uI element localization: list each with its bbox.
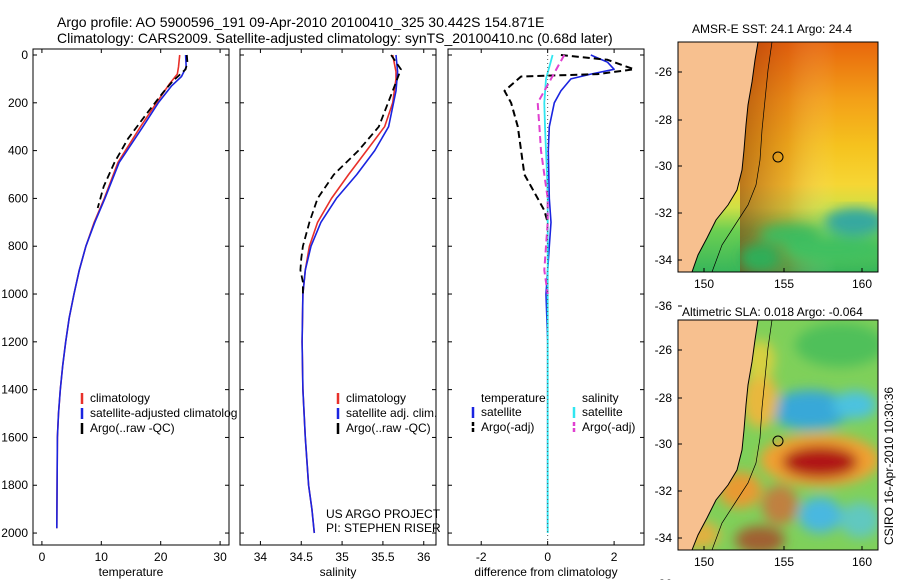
difference-panel-frame (447, 48, 645, 546)
legend-label: climatology (90, 391, 150, 405)
sst-map-frame (677, 41, 879, 273)
x-tick-label: 2 (611, 550, 618, 564)
x-tick-label: 0 (39, 550, 46, 564)
map-lat-label: -26 (655, 343, 673, 357)
legend-label: satellite-adjusted climatolog (90, 406, 237, 420)
legend-label: satellite (481, 405, 522, 419)
x-tick-label: 20 (154, 550, 168, 564)
series-line-argo (96, 54, 189, 209)
legend-label: Argo(-adj) (481, 420, 534, 434)
x-tick-label: 34 (254, 550, 268, 564)
sst-map-title: AMSR-E SST: 24.1 Argo: 24.4 (692, 22, 852, 36)
series-line-sal_satellite (543, 54, 554, 533)
depth-tick-label: 1000 (1, 287, 28, 301)
coastline-2 (691, 320, 759, 550)
map-lon-label: 155 (774, 555, 794, 569)
series-line-climatology (301, 54, 397, 534)
sla-map-title: Altimetric SLA: 0.018 Argo: -0.064 (682, 305, 863, 319)
series-line-argo (299, 54, 402, 294)
series-line-satellite (545, 54, 615, 529)
sla-map: Altimetric SLA: 0.018 Argo: -0.064 (655, 305, 879, 585)
map-lon-label: 150 (694, 277, 714, 291)
australia-landmass (678, 42, 758, 272)
header-line-2: Climatology: CARS2009. Satellite-adjuste… (57, 30, 613, 46)
map-lon-label: 155 (774, 277, 794, 291)
series-line-satellite (301, 54, 399, 534)
legend-title-salinity: salinity (582, 391, 619, 405)
legend-label: Argo(..raw -QC) (346, 421, 431, 435)
temperature-panel-frame (32, 48, 230, 546)
pi-note: PI: STEPHEN RISER (326, 521, 441, 535)
depth-tick-label: 400 (8, 144, 28, 158)
legend-label: climatology (346, 391, 406, 405)
x-axis-label: salinity (320, 565, 357, 579)
sst-map: AMSR-E SST: 24.1 Argo: 24.4 -26 -28 -30 -32… (655, 22, 879, 313)
depth-tick-label: 2000 (1, 526, 28, 540)
argo-float-marker (772, 151, 784, 163)
map-lat-label: -36 (655, 299, 673, 313)
sst-green-patches (740, 208, 878, 272)
legend-label: Argo(..raw -QC) (90, 421, 175, 435)
legend-title-temperature: temperature (481, 391, 546, 405)
salinity-panel-frame (239, 48, 437, 546)
depth-tick-label: 1400 (1, 383, 28, 397)
depth-tick-label: 1800 (1, 478, 28, 492)
map-lat-label: -34 (655, 531, 673, 545)
map-lon-label: 150 (694, 555, 714, 569)
map-lat-label: -34 (655, 253, 673, 267)
depth-tick-label: 600 (8, 191, 28, 205)
map-lat-label: -30 (655, 159, 673, 173)
isobath-contour (711, 42, 773, 272)
legend-label: Argo(-adj) (582, 420, 635, 434)
map-lat-label: -26 (655, 65, 673, 79)
x-axis-label: difference from climatology (474, 565, 617, 579)
map-lat-label: -28 (655, 391, 673, 405)
project-note: US ARGO PROJECT (326, 507, 441, 521)
series-line-sal_argo (536, 54, 566, 295)
x-tick-label: 30 (213, 550, 227, 564)
x-tick-label: -2 (476, 550, 487, 564)
depth-axis: 0 200 400 600 800 1000 1200 1400 1600 1800 2000 (1, 48, 644, 540)
x-tick-label: 10 (95, 550, 109, 564)
isobath-contour-2 (711, 320, 773, 550)
sla-anomalies (680, 323, 878, 550)
series-line-argo (503, 54, 635, 223)
legend-label: satellite adj. clim. (346, 406, 437, 420)
depth-tick-label: 200 (8, 96, 28, 110)
depth-tick-label: 1200 (1, 335, 28, 349)
x-tick-label: 36 (417, 550, 431, 564)
x-tick-label: 0 (544, 550, 551, 564)
header-line-1: Argo profile: AO 5900596_191 09-Apr-2010… (57, 14, 544, 30)
depth-tick-label: 1600 (1, 430, 28, 444)
legend-label: satellite (582, 405, 623, 419)
sla-map-frame (677, 319, 879, 551)
x-tick-label: 35.5 (371, 550, 395, 564)
series-line-satellite (56, 54, 187, 529)
argo-float-marker-2 (772, 435, 784, 447)
map-lon-label: 160 (852, 555, 872, 569)
depth-tick-label: 800 (8, 239, 28, 253)
depth-tick-label: 0 (21, 48, 28, 62)
profile-series (56, 54, 635, 534)
map-lat-label: -32 (655, 206, 673, 220)
map-lon-label: 160 (852, 277, 872, 291)
side-timestamp-label: CSIRO 16-Apr-2010 10:30:36 (882, 387, 896, 545)
x-axis-label: temperature (99, 565, 164, 579)
map-lat-label: -30 (655, 437, 673, 451)
x-tick-label: 35 (335, 550, 349, 564)
map-lat-label: -32 (655, 484, 673, 498)
coastline (691, 42, 759, 272)
x-tick-label: 34.5 (290, 550, 314, 564)
map-lat-label: -28 (655, 113, 673, 127)
australia-landmass-2 (678, 320, 758, 550)
